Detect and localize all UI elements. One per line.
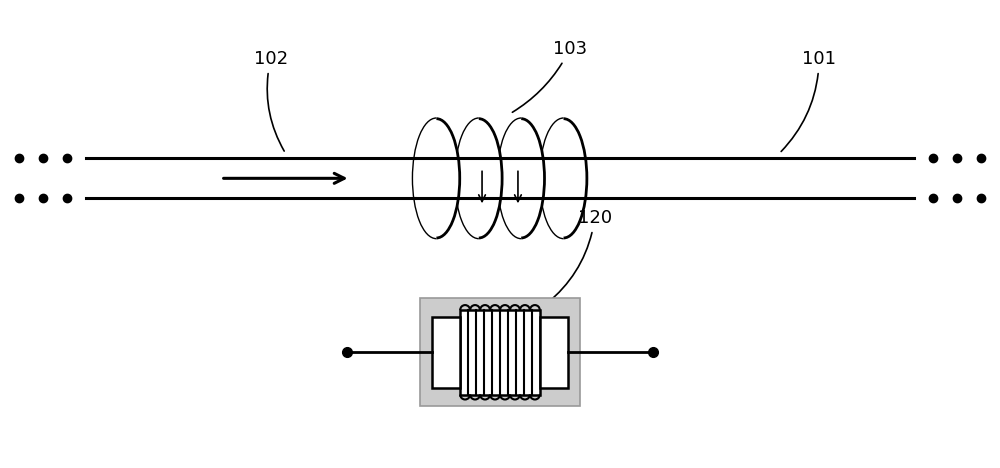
Ellipse shape: [455, 119, 502, 238]
Bar: [432, 316, 460, 388]
Bar: [420, 298, 580, 407]
Ellipse shape: [413, 119, 460, 238]
Text: 120: 120: [547, 209, 612, 303]
Text: 103: 103: [512, 40, 587, 112]
Ellipse shape: [498, 119, 545, 238]
Bar: [540, 316, 568, 388]
Bar: [460, 310, 540, 395]
Text: 102: 102: [254, 50, 288, 151]
Text: 101: 101: [781, 50, 836, 152]
Ellipse shape: [540, 119, 587, 238]
